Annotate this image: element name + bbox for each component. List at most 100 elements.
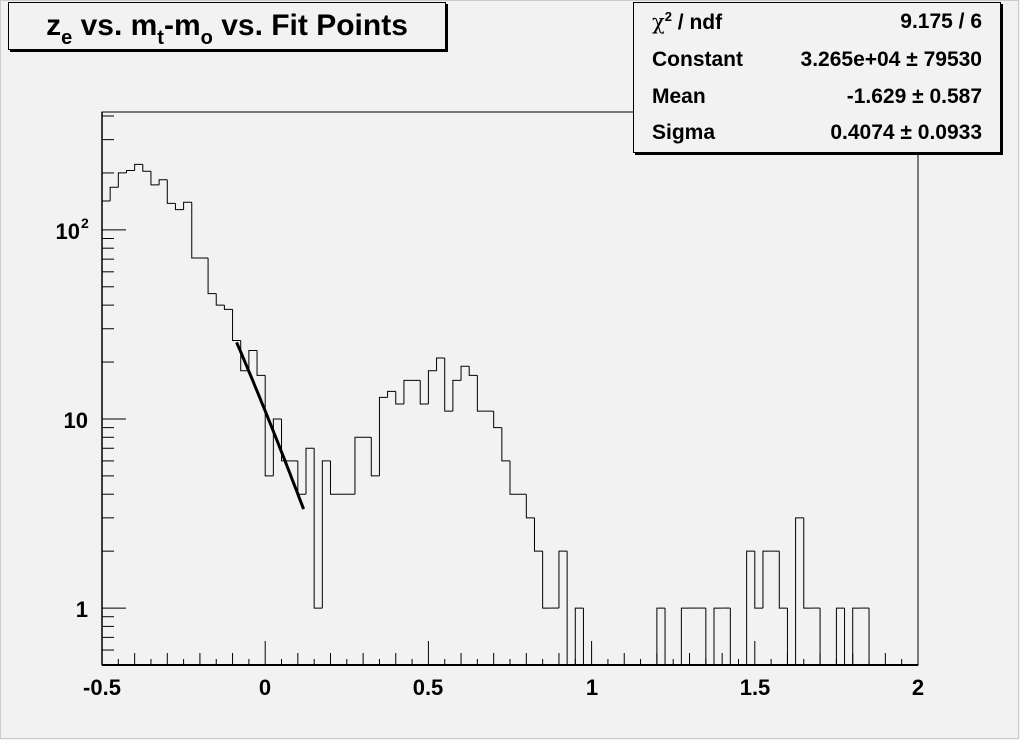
histogram-bin [844, 608, 853, 666]
histogram-bin [533, 517, 543, 552]
title-subscript: o [200, 27, 213, 49]
stats-row-mean: Mean -1.629 ± 0.587 [652, 82, 982, 112]
histogram-bin [378, 396, 388, 476]
stats-label: Sigma [652, 121, 716, 144]
histogram-bin [493, 411, 502, 429]
histogram-bin [272, 418, 282, 476]
histogram-bin [835, 607, 845, 665]
chi-exponent: 2 [664, 9, 672, 24]
histogram-bin [158, 179, 168, 185]
histogram-bin [558, 550, 568, 609]
stats-row-chi2: χ2 / ndf 9.175 / 6 [652, 7, 982, 37]
histogram-bin [166, 179, 176, 204]
x-tick-label: 1 [586, 675, 598, 700]
histogram-bin [574, 607, 584, 665]
histogram-bin [125, 170, 135, 173]
x-tick-label: 0 [259, 675, 271, 700]
histogram-bin [109, 186, 119, 202]
histogram-bin [762, 550, 772, 609]
histogram-bin [183, 201, 192, 210]
x-tick-label: 2 [912, 675, 924, 700]
histogram-bin [354, 436, 364, 495]
title-part: vs. Fit Points [212, 9, 408, 42]
histogram-bin [468, 366, 478, 376]
histogram-bin [460, 365, 470, 381]
x-tick-label: 1.5 [740, 675, 771, 700]
stats-row-constant: Constant 3.265e+04 ± 79530 [652, 45, 982, 75]
histogram-bin [664, 608, 674, 666]
fit-stats-box: χ2 / ndf 9.175 / 6 Constant 3.265e+04 ± … [633, 2, 1001, 153]
histogram-bin [223, 305, 233, 310]
y-tick-label-base: 10 [56, 219, 80, 244]
histogram-bin [117, 172, 127, 188]
y-tick-label: 10 [56, 219, 80, 244]
histogram-bin [207, 257, 217, 295]
histogram-bin [778, 551, 788, 609]
ndf-label: / ndf [671, 11, 723, 34]
x-tick-label: 0.5 [413, 675, 444, 700]
title-part: z [46, 9, 62, 42]
histogram-bin [509, 460, 519, 495]
stats-label: χ2 / ndf [652, 9, 722, 35]
histogram-bin [729, 608, 739, 666]
histogram-bin [134, 163, 143, 171]
histogram-bin [174, 203, 184, 211]
histogram-bin [403, 379, 413, 404]
histogram-bin [191, 202, 200, 259]
histogram-bin [525, 494, 535, 519]
histogram-bin [566, 551, 576, 666]
chart-title: ze vs. mt-mo vs. Fit Points [8, 2, 446, 50]
histogram-bin [248, 350, 258, 371]
stats-value: -1.629 ± 0.587 [846, 85, 982, 108]
histogram-bin [754, 551, 763, 609]
histogram-bin [819, 608, 829, 666]
histogram-bin [427, 370, 437, 404]
y-tick-label-exponent: 2 [81, 215, 89, 231]
y-tick-label: 10 [64, 408, 88, 433]
stats-value: 0.4074 ± 0.0933 [830, 121, 982, 144]
histogram-bin [746, 550, 755, 665]
histogram-bin [868, 608, 878, 666]
histogram-bin [582, 608, 592, 666]
x-tick-label: -0.5 [83, 675, 121, 700]
histogram-bin [705, 608, 714, 666]
histogram-bin [713, 607, 723, 665]
y-tick-label: 1 [76, 597, 88, 622]
histogram-bin [305, 447, 315, 495]
histogram-bin [501, 427, 510, 462]
histogram-bin [476, 375, 486, 412]
stats-row-sigma: Sigma 0.4074 ± 0.0933 [652, 118, 982, 148]
histogram-bin [256, 350, 266, 376]
histogram-bin [321, 460, 331, 609]
title-part: vs. m [72, 9, 158, 42]
histogram-bin [232, 309, 241, 341]
histogram-bin [297, 460, 306, 495]
histogram-bin [370, 437, 380, 477]
chi-symbol: χ [652, 10, 665, 34]
histogram-bin [329, 460, 339, 495]
histogram-bin [387, 390, 396, 398]
gaussian-fit-curve [235, 341, 305, 510]
histogram-bin [444, 358, 453, 412]
histogram-bin [436, 357, 445, 371]
histogram-bin [215, 293, 225, 306]
histogram-bin [313, 448, 323, 609]
stats-label: Constant [652, 48, 743, 71]
histogram-bin [142, 164, 151, 172]
title-subscript: e [61, 27, 73, 49]
histogram-bin [542, 551, 551, 609]
histogram-bin [795, 517, 804, 665]
histogram-bin [452, 379, 462, 412]
histogram-bin [680, 607, 690, 665]
stats-label: Mean [652, 85, 706, 108]
histogram-bin [150, 171, 160, 186]
stats-value: 9.175 / 6 [900, 10, 982, 33]
title-part: -m [163, 9, 201, 42]
histogram-bin [281, 418, 290, 462]
histogram-bin [395, 391, 404, 405]
histogram-bin [786, 608, 796, 666]
tick-labels: -0.5 0 0.5 1 1.5 2 1 10 10 2 [56, 215, 925, 700]
stats-value: 3.265e+04 ± 79530 [800, 48, 982, 71]
